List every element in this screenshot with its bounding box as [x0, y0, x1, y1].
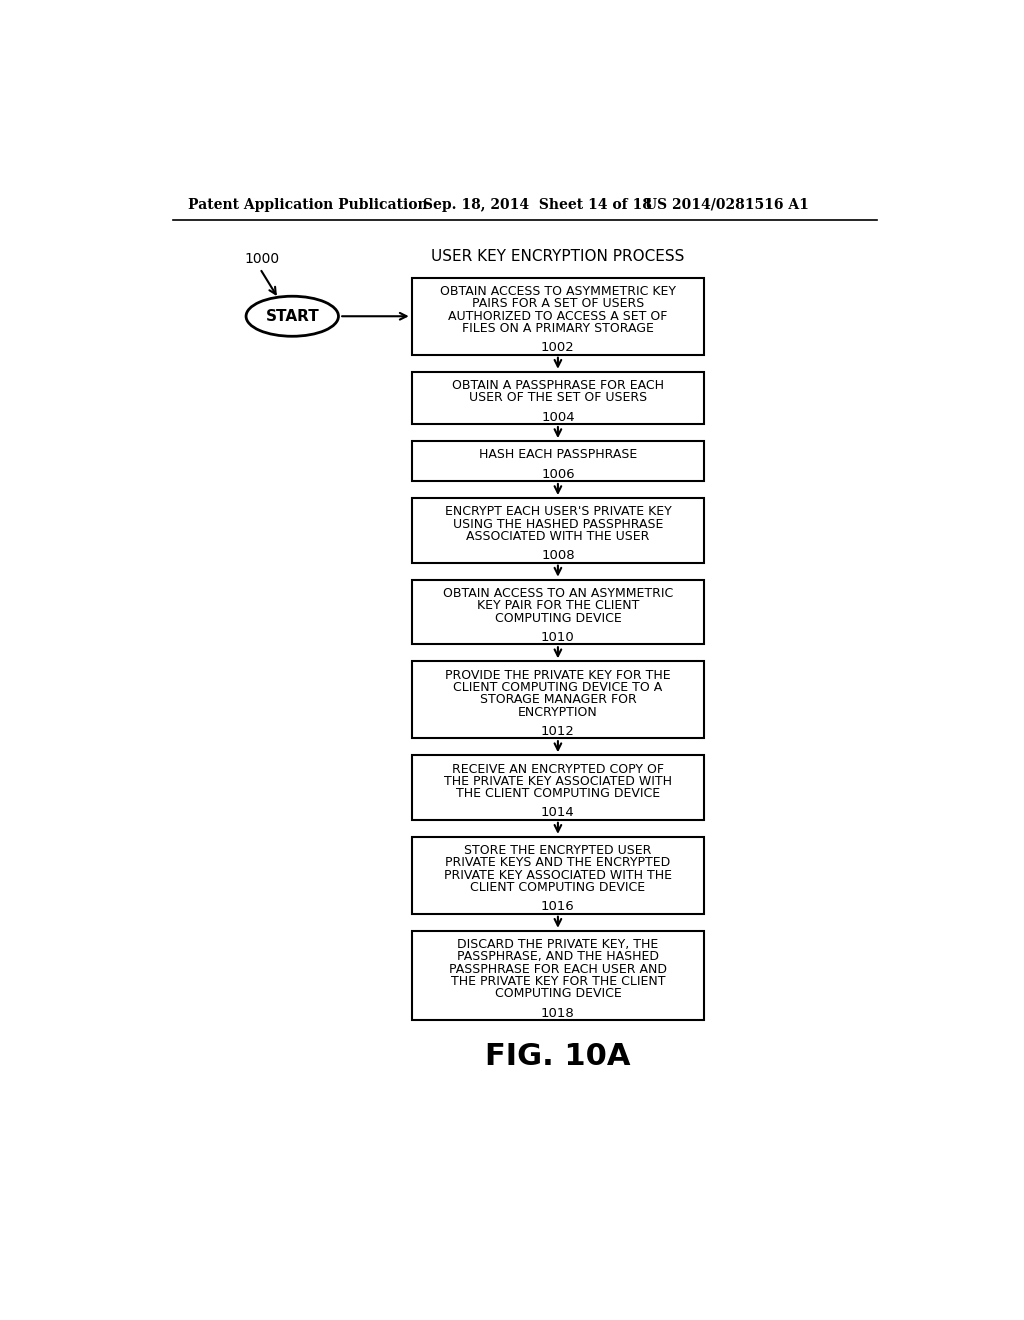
- Text: 1012: 1012: [541, 725, 574, 738]
- Text: 1014: 1014: [541, 807, 574, 820]
- Text: 1016: 1016: [541, 900, 574, 913]
- Text: PRIVATE KEYS AND THE ENCRYPTED: PRIVATE KEYS AND THE ENCRYPTED: [445, 857, 671, 870]
- Text: CLIENT COMPUTING DEVICE TO A: CLIENT COMPUTING DEVICE TO A: [454, 681, 663, 694]
- Text: ENCRYPT EACH USER'S PRIVATE KEY: ENCRYPT EACH USER'S PRIVATE KEY: [444, 506, 672, 519]
- Text: 1000: 1000: [245, 252, 280, 265]
- FancyBboxPatch shape: [412, 498, 705, 562]
- Text: STORE THE ENCRYPTED USER: STORE THE ENCRYPTED USER: [464, 843, 651, 857]
- Ellipse shape: [246, 296, 339, 337]
- Text: FILES ON A PRIMARY STORAGE: FILES ON A PRIMARY STORAGE: [462, 322, 654, 335]
- FancyBboxPatch shape: [412, 441, 705, 480]
- Text: Patent Application Publication: Patent Application Publication: [188, 198, 428, 211]
- Text: 1004: 1004: [541, 411, 574, 424]
- Text: PRIVATE KEY ASSOCIATED WITH THE: PRIVATE KEY ASSOCIATED WITH THE: [444, 869, 672, 882]
- Text: 1010: 1010: [541, 631, 574, 644]
- FancyBboxPatch shape: [412, 837, 705, 913]
- Text: USER KEY ENCRYPTION PROCESS: USER KEY ENCRYPTION PROCESS: [431, 249, 685, 264]
- Text: 1002: 1002: [541, 342, 574, 354]
- Text: FIG. 10A: FIG. 10A: [485, 1043, 631, 1072]
- Text: KEY PAIR FOR THE CLIENT: KEY PAIR FOR THE CLIENT: [477, 599, 639, 612]
- Text: THE PRIVATE KEY ASSOCIATED WITH: THE PRIVATE KEY ASSOCIATED WITH: [444, 775, 672, 788]
- Text: ASSOCIATED WITH THE USER: ASSOCIATED WITH THE USER: [466, 529, 649, 543]
- Text: USING THE HASHED PASSPHRASE: USING THE HASHED PASSPHRASE: [453, 517, 664, 531]
- Text: DISCARD THE PRIVATE KEY, THE: DISCARD THE PRIVATE KEY, THE: [458, 939, 658, 952]
- Text: 1008: 1008: [541, 549, 574, 562]
- Text: COMPUTING DEVICE: COMPUTING DEVICE: [495, 987, 622, 1001]
- Text: CLIENT COMPUTING DEVICE: CLIENT COMPUTING DEVICE: [470, 880, 645, 894]
- Text: PASSPHRASE FOR EACH USER AND: PASSPHRASE FOR EACH USER AND: [449, 962, 667, 975]
- Text: Sep. 18, 2014  Sheet 14 of 18: Sep. 18, 2014 Sheet 14 of 18: [423, 198, 652, 211]
- Text: PAIRS FOR A SET OF USERS: PAIRS FOR A SET OF USERS: [472, 297, 644, 310]
- Text: START: START: [265, 309, 319, 323]
- Text: AUTHORIZED TO ACCESS A SET OF: AUTHORIZED TO ACCESS A SET OF: [449, 310, 668, 323]
- Text: US 2014/0281516 A1: US 2014/0281516 A1: [645, 198, 809, 211]
- Text: THE CLIENT COMPUTING DEVICE: THE CLIENT COMPUTING DEVICE: [456, 787, 660, 800]
- FancyBboxPatch shape: [412, 372, 705, 424]
- Text: USER OF THE SET OF USERS: USER OF THE SET OF USERS: [469, 391, 647, 404]
- Text: OBTAIN A PASSPHRASE FOR EACH: OBTAIN A PASSPHRASE FOR EACH: [452, 379, 664, 392]
- Text: STORAGE MANAGER FOR: STORAGE MANAGER FOR: [479, 693, 636, 706]
- Text: COMPUTING DEVICE: COMPUTING DEVICE: [495, 611, 622, 624]
- Text: RECEIVE AN ENCRYPTED COPY OF: RECEIVE AN ENCRYPTED COPY OF: [452, 763, 664, 776]
- FancyBboxPatch shape: [412, 579, 705, 644]
- FancyBboxPatch shape: [412, 661, 705, 738]
- Text: HASH EACH PASSPHRASE: HASH EACH PASSPHRASE: [479, 449, 637, 462]
- Text: 1006: 1006: [541, 467, 574, 480]
- FancyBboxPatch shape: [412, 277, 705, 355]
- Text: THE PRIVATE KEY FOR THE CLIENT: THE PRIVATE KEY FOR THE CLIENT: [451, 975, 666, 989]
- Text: PASSPHRASE, AND THE HASHED: PASSPHRASE, AND THE HASHED: [457, 950, 658, 964]
- FancyBboxPatch shape: [412, 755, 705, 820]
- FancyBboxPatch shape: [412, 931, 705, 1020]
- Text: OBTAIN ACCESS TO AN ASYMMETRIC: OBTAIN ACCESS TO AN ASYMMETRIC: [442, 587, 673, 601]
- Text: ENCRYPTION: ENCRYPTION: [518, 705, 598, 718]
- Text: 1018: 1018: [541, 1007, 574, 1019]
- Text: OBTAIN ACCESS TO ASYMMETRIC KEY: OBTAIN ACCESS TO ASYMMETRIC KEY: [440, 285, 676, 298]
- Text: PROVIDE THE PRIVATE KEY FOR THE: PROVIDE THE PRIVATE KEY FOR THE: [445, 668, 671, 681]
